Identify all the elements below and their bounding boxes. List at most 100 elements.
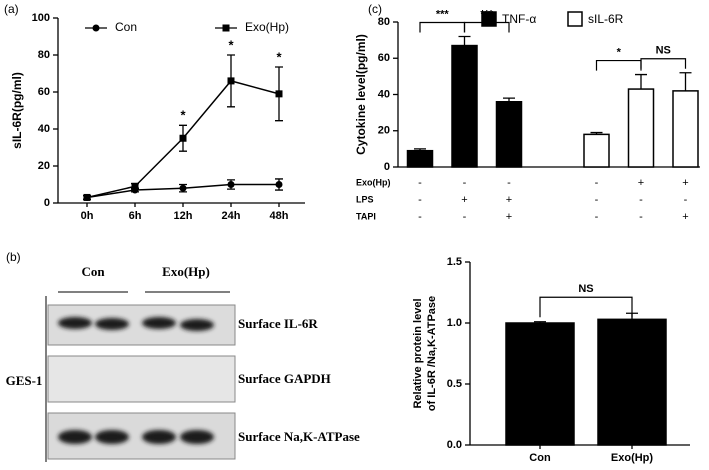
comparison-label: * <box>617 46 622 58</box>
point <box>275 181 283 188</box>
x-tick-label: 24h <box>222 210 241 222</box>
point <box>83 193 91 201</box>
significance: * <box>180 108 186 123</box>
point <box>179 134 187 142</box>
legend-marker <box>92 24 100 32</box>
legend-label: sIL-6R <box>588 12 624 26</box>
x-tick-label: Con <box>529 452 551 464</box>
bar <box>451 44 478 168</box>
point <box>227 77 235 85</box>
panel-label: (c) <box>368 2 382 16</box>
band <box>142 317 176 329</box>
table-cell: + <box>682 177 688 189</box>
band <box>180 430 214 444</box>
y-axis-label: Relative protein level <box>412 298 424 408</box>
error-bar <box>679 72 692 91</box>
band <box>95 318 129 330</box>
comparison-label: *** <box>480 8 494 20</box>
band <box>58 430 92 444</box>
x-tick-label: Exo(Hp) <box>611 452 654 464</box>
group-label: Con <box>81 264 105 279</box>
y-tick-label: 1.5 <box>447 256 462 268</box>
y-tick-label: 100 <box>32 12 50 24</box>
point <box>131 182 139 190</box>
y-tick-label: 0 <box>384 161 390 173</box>
panel-label: (b) <box>6 250 21 264</box>
y-tick-label: 1.0 <box>447 317 462 329</box>
table-cell: - <box>418 177 422 189</box>
row-label: Surface Na,K-ATPase <box>238 429 360 444</box>
band <box>142 430 176 444</box>
error-bar <box>635 73 647 90</box>
x-tick-label: 0h <box>81 210 94 222</box>
table-cell: + <box>506 194 512 206</box>
y-axis-label: Cytokine level(pg/ml) <box>354 34 368 155</box>
legend-marker <box>222 24 230 32</box>
point <box>275 90 283 98</box>
table-row-label: Exo(Hp) <box>356 177 391 187</box>
table-row-label: LPS <box>356 194 374 204</box>
table-cell: - <box>418 194 422 206</box>
bar <box>495 101 523 168</box>
bar <box>627 88 655 168</box>
y-tick-label: 40 <box>378 88 390 100</box>
table-cell: - <box>595 194 599 206</box>
row-label: Surface GAPDH <box>238 371 331 386</box>
table-cell: - <box>639 211 643 223</box>
table-row-label: TAPI <box>356 211 376 221</box>
comparison-bracket <box>539 296 633 318</box>
legend-label: TNF-α <box>502 12 536 26</box>
y-tick-label: 60 <box>38 86 50 98</box>
comparison-bracket <box>595 59 642 71</box>
comparison-label: *** <box>436 8 450 20</box>
table-cell: + <box>506 211 512 223</box>
x-tick-label: 6h <box>129 210 142 222</box>
band <box>180 319 214 331</box>
y-tick-label: 80 <box>38 49 50 61</box>
significance: * <box>228 37 234 52</box>
point <box>179 184 187 192</box>
table-cell: - <box>507 177 511 189</box>
x-tick-label: 48h <box>270 210 289 222</box>
x-tick-label: 12h <box>174 210 193 222</box>
legend-swatch <box>567 11 583 27</box>
band <box>58 317 92 329</box>
table-cell: + <box>682 211 688 223</box>
group-label: Exo(Hp) <box>162 264 210 279</box>
table-cell: - <box>595 177 599 189</box>
table-cell: - <box>463 211 467 223</box>
y-tick-label: 80 <box>378 16 390 28</box>
point <box>227 181 235 188</box>
table-cell: - <box>463 177 467 189</box>
bar <box>597 318 667 446</box>
table-cell: - <box>418 211 422 223</box>
bar <box>583 133 610 168</box>
comparison-bracket <box>463 21 510 33</box>
y-tick-label: 0 <box>44 197 50 209</box>
bar <box>505 322 575 446</box>
y-tick-label: 0.0 <box>447 439 462 451</box>
y-tick-label: 60 <box>378 52 390 64</box>
cell-line-label: GES-1 <box>6 373 43 388</box>
error-bar <box>458 35 471 46</box>
table-cell: - <box>639 194 643 206</box>
y-axis-label: of IL-6R /Na,K-ATPase <box>426 296 438 411</box>
y-tick-label: 0.5 <box>447 378 462 390</box>
blot-image <box>47 304 236 460</box>
y-axis-label: sIL-6R(pg/ml) <box>10 72 24 149</box>
legend-label: Con <box>115 20 137 34</box>
bar <box>406 149 434 168</box>
y-tick-label: 40 <box>38 123 50 135</box>
y-tick-label: 20 <box>38 160 50 172</box>
legend-label: Exo(Hp) <box>245 20 289 34</box>
comparison-bracket <box>640 58 687 69</box>
blot-row <box>47 355 236 403</box>
table-cell: + <box>461 194 467 206</box>
table-cell: + <box>638 177 644 189</box>
y-tick-label: 20 <box>378 125 390 137</box>
comparison-bracket <box>419 21 466 33</box>
band <box>95 430 129 444</box>
panel-label: (a) <box>4 2 19 16</box>
comparison-label: NS <box>656 45 671 57</box>
